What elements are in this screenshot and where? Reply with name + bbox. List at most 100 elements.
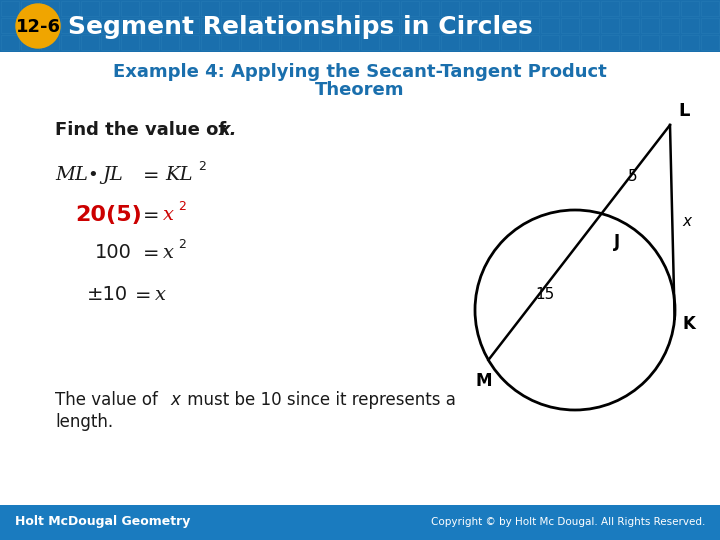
Text: 20(5): 20(5) bbox=[75, 205, 142, 225]
Text: Find the value of: Find the value of bbox=[55, 121, 233, 139]
Bar bbox=[681, 18, 699, 33]
Bar bbox=[621, 18, 639, 33]
Bar bbox=[241, 35, 259, 50]
Bar bbox=[21, 1, 39, 16]
Bar bbox=[281, 18, 299, 33]
Bar bbox=[641, 1, 659, 16]
Text: ±10: ±10 bbox=[87, 286, 128, 305]
Bar bbox=[521, 35, 539, 50]
Text: M: M bbox=[475, 372, 492, 390]
Bar bbox=[581, 1, 599, 16]
Text: JL: JL bbox=[102, 166, 123, 184]
Bar bbox=[481, 18, 499, 33]
Bar bbox=[1, 1, 19, 16]
Bar bbox=[281, 1, 299, 16]
Text: length.: length. bbox=[55, 413, 113, 431]
Bar bbox=[601, 35, 619, 50]
Bar bbox=[441, 18, 459, 33]
Bar bbox=[441, 1, 459, 16]
Bar bbox=[141, 35, 159, 50]
Bar bbox=[61, 35, 79, 50]
Text: x: x bbox=[683, 214, 691, 230]
Bar bbox=[501, 1, 519, 16]
Bar bbox=[581, 35, 599, 50]
Bar bbox=[541, 1, 559, 16]
Bar bbox=[421, 18, 439, 33]
Text: x: x bbox=[163, 244, 174, 262]
Bar bbox=[161, 18, 179, 33]
Text: The value of: The value of bbox=[55, 391, 163, 409]
Bar bbox=[681, 1, 699, 16]
Bar bbox=[361, 35, 379, 50]
Bar bbox=[121, 18, 139, 33]
Text: 2: 2 bbox=[178, 200, 186, 213]
Text: Example 4: Applying the Secant-Tangent Product: Example 4: Applying the Secant-Tangent P… bbox=[113, 63, 607, 81]
Bar bbox=[261, 1, 279, 16]
Text: 15: 15 bbox=[536, 287, 555, 301]
Text: •: • bbox=[87, 166, 98, 184]
Text: J: J bbox=[614, 233, 621, 251]
Bar bbox=[1, 18, 19, 33]
Bar bbox=[441, 35, 459, 50]
Text: ML: ML bbox=[55, 166, 88, 184]
Bar bbox=[561, 18, 579, 33]
Bar bbox=[421, 35, 439, 50]
Bar bbox=[421, 1, 439, 16]
Text: =: = bbox=[143, 165, 160, 185]
Bar bbox=[41, 18, 59, 33]
Bar bbox=[341, 35, 359, 50]
Text: Theorem: Theorem bbox=[315, 81, 405, 99]
Bar bbox=[161, 35, 179, 50]
Bar bbox=[661, 1, 679, 16]
Bar bbox=[701, 18, 719, 33]
Bar bbox=[621, 35, 639, 50]
Text: 5: 5 bbox=[628, 169, 637, 184]
Bar bbox=[701, 35, 719, 50]
Bar bbox=[521, 18, 539, 33]
Bar bbox=[661, 35, 679, 50]
Bar bbox=[0, 505, 720, 540]
Bar bbox=[141, 1, 159, 16]
Bar bbox=[361, 18, 379, 33]
Bar bbox=[41, 1, 59, 16]
Bar bbox=[541, 35, 559, 50]
Bar bbox=[0, 0, 720, 52]
Text: x: x bbox=[155, 286, 166, 304]
Text: Segment Relationships in Circles: Segment Relationships in Circles bbox=[68, 15, 533, 39]
Bar bbox=[1, 35, 19, 50]
Bar bbox=[641, 18, 659, 33]
Bar bbox=[501, 18, 519, 33]
Bar bbox=[501, 35, 519, 50]
Bar bbox=[101, 18, 119, 33]
Bar bbox=[481, 1, 499, 16]
Bar bbox=[621, 1, 639, 16]
Circle shape bbox=[16, 4, 60, 48]
Bar bbox=[321, 35, 339, 50]
Bar bbox=[581, 18, 599, 33]
Bar bbox=[201, 18, 219, 33]
Bar bbox=[701, 1, 719, 16]
Bar bbox=[341, 1, 359, 16]
Bar bbox=[261, 35, 279, 50]
Bar bbox=[381, 35, 399, 50]
Bar bbox=[321, 1, 339, 16]
Text: KL: KL bbox=[165, 166, 193, 184]
Text: 12-6: 12-6 bbox=[16, 18, 60, 36]
Bar bbox=[301, 1, 319, 16]
Bar bbox=[241, 18, 259, 33]
Text: Copyright © by Holt Mc Dougal. All Rights Reserved.: Copyright © by Holt Mc Dougal. All Right… bbox=[431, 517, 705, 527]
Bar bbox=[221, 18, 239, 33]
Bar bbox=[381, 18, 399, 33]
Bar bbox=[401, 35, 419, 50]
Bar bbox=[21, 35, 39, 50]
Bar bbox=[321, 18, 339, 33]
Bar bbox=[401, 1, 419, 16]
Text: x.: x. bbox=[219, 121, 238, 139]
Bar bbox=[481, 35, 499, 50]
Bar bbox=[681, 35, 699, 50]
Bar bbox=[461, 1, 479, 16]
Bar bbox=[121, 35, 139, 50]
Text: =: = bbox=[143, 206, 160, 225]
Bar bbox=[641, 35, 659, 50]
Text: 2: 2 bbox=[178, 239, 186, 252]
